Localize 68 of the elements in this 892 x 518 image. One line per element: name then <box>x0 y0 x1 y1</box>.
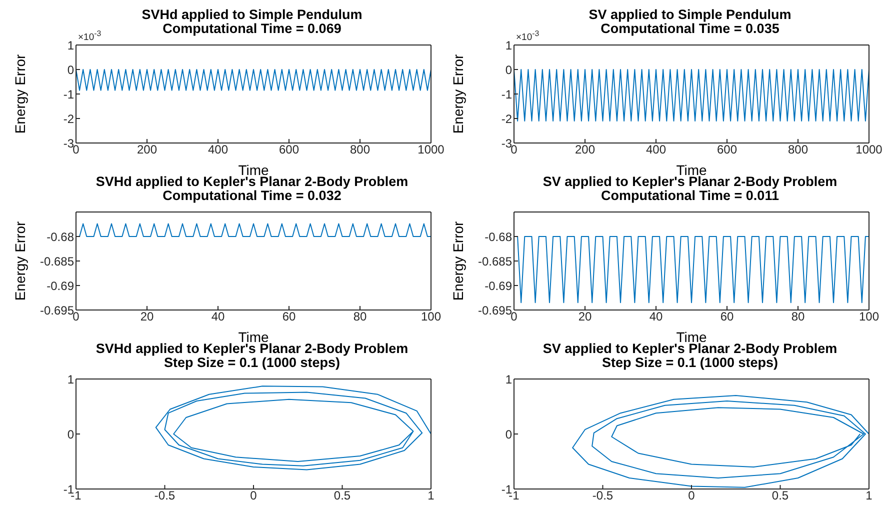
x-tick-label: 100 <box>858 310 880 324</box>
y-tick-label: -0.695 <box>478 303 512 318</box>
x-tick-label: 800 <box>350 142 370 157</box>
x-tick-label: 0.5 <box>772 488 789 503</box>
y-tick-label: -0.69 <box>46 278 74 293</box>
chart-title: SV applied to Kepler's Planar 2-Body Problem <box>542 174 838 189</box>
line-series <box>572 395 869 488</box>
chart-subtitle: Computational Time = 0.011 <box>601 188 779 203</box>
x-tick-label: 400 <box>208 142 228 157</box>
x-tick-label: 0 <box>250 488 258 503</box>
x-tick-label: 400 <box>646 142 666 157</box>
y-axis-title: Energy Error <box>450 220 466 301</box>
x-tick-label: 40 <box>211 310 225 324</box>
chart-subtitle: Step Size = 0.1 (1000 steps) <box>164 355 340 370</box>
x-tick-label: -0.5 <box>154 488 176 503</box>
y-tick-label: 0 <box>505 427 512 442</box>
x-tick-label: 0.5 <box>334 488 351 503</box>
x-tick-label: 60 <box>720 310 734 324</box>
line-series <box>155 386 431 470</box>
y-tick-label: -2 <box>501 112 512 126</box>
y-tick-label: 1 <box>505 372 512 386</box>
y-tick-label: -1 <box>63 87 74 102</box>
y-tick-label: -0.685 <box>478 254 512 268</box>
x-tick-label: 60 <box>282 310 296 324</box>
chart-title: SVHd applied to Simple Pendulum <box>140 7 364 22</box>
chart-subtitle: Computational Time = 0.069 <box>162 21 342 36</box>
y-tick-label: -0.68 <box>46 230 74 244</box>
x-tick-label: -0.5 <box>592 488 614 503</box>
x-tick-label: 600 <box>716 142 738 157</box>
y-tick-label: -0.68 <box>484 230 512 244</box>
y-tick-label: -0.685 <box>40 254 74 268</box>
text: ×10$^{-3}$ <box>78 29 102 44</box>
x-tick-label: 200 <box>574 142 596 157</box>
x-tick-label: 20 <box>140 310 154 324</box>
x-tick-label: 200 <box>136 142 158 157</box>
y-tick-label: 0 <box>67 427 74 442</box>
x-tick-label: 1 <box>428 488 435 503</box>
y-tick-label: -3 <box>63 136 74 150</box>
chart-subtitle: Step Size = 0.1 (1000 steps) <box>602 355 778 370</box>
chart-subtitle: Computational Time = 0.032 <box>162 188 342 203</box>
x-tick-label: 40 <box>649 310 663 324</box>
chart-subtitle: Computational Time = 0.035 <box>600 21 780 36</box>
y-tick-label: 0 <box>67 62 74 77</box>
x-tick-label: 80 <box>791 310 805 324</box>
x-tick-label: 0 <box>688 488 696 503</box>
x-tick-label: 800 <box>788 142 808 157</box>
x-tick-label: 600 <box>278 142 300 157</box>
y-tick-label: -0.69 <box>484 278 512 293</box>
y-tick-label: 1 <box>67 38 74 52</box>
x-tick-label: 80 <box>353 310 367 324</box>
y-tick-label: -2 <box>63 112 74 126</box>
x-tick-label: 1 <box>866 488 873 503</box>
y-axis-title: Energy Error <box>450 54 466 134</box>
y-tick-label: -1 <box>501 87 512 102</box>
chart-title: SV applied to Simple Pendulum <box>588 7 792 22</box>
y-tick-label: 0 <box>505 62 512 77</box>
x-tick-label: 1000 <box>856 142 883 157</box>
x-tick-label: 1000 <box>418 142 445 157</box>
y-axis-title: Energy Error <box>12 54 28 134</box>
y-tick-label: 1 <box>505 38 512 52</box>
chart-title: SV applied to Kepler's Planar 2-Body Problem <box>542 341 838 356</box>
y-tick-label: -0.695 <box>40 303 74 318</box>
y-axis-title: Energy Error <box>12 220 28 301</box>
x-tick-label: 20 <box>578 310 592 324</box>
text: ×10$^{-3}$ <box>516 29 540 44</box>
x-tick-label: 100 <box>420 310 442 324</box>
y-tick-label: -3 <box>501 136 512 150</box>
y-tick-label: 1 <box>67 372 74 386</box>
